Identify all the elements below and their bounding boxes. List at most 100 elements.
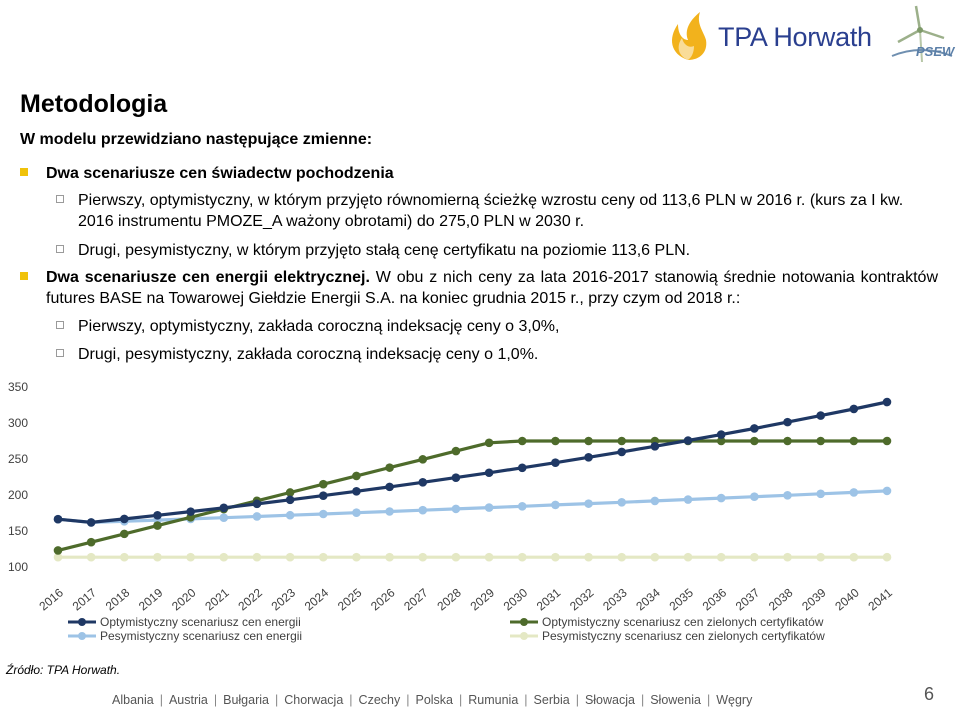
series-point [285, 552, 295, 562]
footer-country-link[interactable]: Serbia [533, 693, 570, 707]
series-point [750, 424, 759, 433]
series-3 [53, 436, 892, 555]
footer-country-link[interactable]: Węgry [716, 693, 753, 707]
series-point [219, 503, 229, 513]
bullet-lead: Dwa scenariusze cen energii elektrycznej… [46, 269, 370, 286]
x-tick-label: 2031 [534, 585, 564, 613]
footer-country-link[interactable]: Bułgaria [223, 693, 269, 707]
series-point [551, 500, 560, 510]
sub-bullet-text: Pierwszy, optymistyczny, zakłada coroczn… [78, 318, 560, 335]
series-point [86, 537, 96, 547]
footer-country-link[interactable]: Rumunia [468, 693, 519, 707]
x-tick-label: 2032 [567, 585, 597, 613]
series-point [318, 491, 328, 500]
legend-swatch-marker [520, 632, 528, 640]
x-tick-label: 2017 [70, 585, 100, 613]
series-point [882, 552, 892, 562]
series-point [816, 411, 825, 420]
series-point [186, 552, 195, 562]
footer-country-list: Albania | Austria | Bułgaria | Chorwacja | Czech… [112, 693, 752, 707]
series-point [882, 436, 892, 446]
footer-country-link[interactable]: Chorwacja [284, 693, 344, 707]
series-point [584, 552, 593, 562]
sub-bullet-square-icon [56, 245, 64, 253]
series-line [57, 489, 888, 524]
series-point [517, 502, 527, 511]
series-point [584, 436, 593, 446]
footer-separator: | [213, 693, 218, 707]
x-tick-label: 2039 [799, 585, 829, 613]
legend-entry: Pesymistyczny scenariusz cen zielonych c… [510, 629, 825, 643]
series-point [484, 503, 494, 512]
series-point [584, 499, 593, 508]
series-point [683, 436, 693, 445]
series-point [716, 493, 726, 503]
y-axis: 100 150 200 250 300 350 [8, 380, 28, 574]
series-point [783, 436, 792, 446]
series-point [750, 492, 759, 502]
series-point [186, 507, 195, 516]
footer-separator: | [524, 693, 528, 707]
series-point [385, 552, 394, 562]
footer-separator: | [274, 693, 279, 707]
bullet-square-icon [20, 272, 28, 280]
legend-label: Pesymistyczny scenariusz cen zielonych c… [542, 629, 825, 643]
legend-entry: Optymistyczny scenariusz cen zielonych c… [510, 615, 824, 629]
x-tick-label: 2023 [269, 585, 299, 613]
series-point [816, 552, 825, 562]
legend-label: Optymistyczny scenariusz cen zielonych c… [542, 615, 824, 629]
x-tick-label: 2030 [501, 585, 531, 613]
series-point [285, 510, 295, 520]
series-point [750, 436, 759, 446]
sub-bullet-text: Pierwszy, optymistyczny, w którym przyję… [78, 192, 904, 230]
footer-country-link[interactable]: Słowenia [650, 693, 701, 707]
series-point [418, 505, 428, 515]
legend-entry: Optymistyczny scenariusz cen energii [68, 615, 301, 629]
series-point [318, 552, 328, 562]
series-point [849, 436, 859, 446]
footer-separator: | [406, 693, 410, 707]
series-point [352, 508, 361, 518]
series-point [716, 552, 726, 562]
series-point [551, 458, 560, 467]
y-tick-label: 300 [8, 416, 28, 430]
series-point [120, 529, 129, 539]
series-point [153, 521, 162, 530]
series-point [517, 436, 527, 446]
bullet-square-icon [20, 168, 28, 176]
series-point [750, 552, 759, 562]
bullet-energy: Dwa scenariusze cen energii elektrycznej… [20, 267, 938, 309]
series-point [517, 552, 527, 562]
footer-country-link[interactable]: Polska [415, 693, 454, 707]
series-point [650, 442, 660, 451]
series-point [816, 489, 825, 499]
legend-label: Optymistyczny scenariusz cen energii [100, 615, 301, 629]
series-point [683, 495, 693, 504]
series-point [882, 397, 892, 407]
footer-country-link[interactable]: Austria [168, 693, 208, 707]
series-point [584, 453, 593, 462]
x-tick-label: 2025 [335, 585, 365, 613]
footer-country-link[interactable]: Czechy [358, 693, 401, 707]
footer-separator: | [640, 693, 645, 707]
x-tick-label: 2020 [169, 585, 199, 613]
x-axis: 2016 2017 2018 2019 2020 2021 2022 2023 2024 2025… [36, 585, 895, 613]
footer-country-link[interactable]: Słowacja [584, 693, 635, 707]
source-note: Źródło: TPA Horwath. [6, 663, 121, 677]
series-point [53, 514, 63, 524]
series-point [783, 490, 792, 500]
y-tick-label: 150 [8, 524, 28, 538]
series-point [86, 518, 96, 527]
series-point [418, 552, 428, 562]
bullet-text: Dwa scenariusze cen energii elektrycznej… [20, 267, 938, 309]
series-point [219, 552, 229, 562]
series-point [650, 552, 660, 562]
sub-bullet-optimistic-energy: Pierwszy, optymistyczny, zakłada coroczn… [56, 316, 938, 337]
sub-bullet-square-icon [56, 195, 64, 203]
bullet-rest: W obu z nich ceny za lata 2016-2017 stan… [46, 269, 938, 307]
footer-separator: | [575, 693, 579, 707]
footer-country-link[interactable]: Albania [112, 693, 154, 707]
series-point [318, 479, 328, 489]
series-point [617, 497, 627, 507]
series-point [352, 487, 361, 496]
